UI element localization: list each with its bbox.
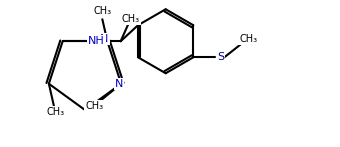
Text: S: S — [217, 52, 224, 62]
Text: CH₃: CH₃ — [85, 101, 103, 111]
Text: CH₃: CH₃ — [122, 14, 140, 24]
Text: N: N — [115, 79, 123, 89]
Text: CH₃: CH₃ — [239, 34, 257, 44]
Text: CH₃: CH₃ — [47, 107, 65, 117]
Text: CH₃: CH₃ — [93, 6, 112, 16]
Text: N: N — [100, 34, 108, 44]
Text: NH: NH — [88, 36, 105, 46]
